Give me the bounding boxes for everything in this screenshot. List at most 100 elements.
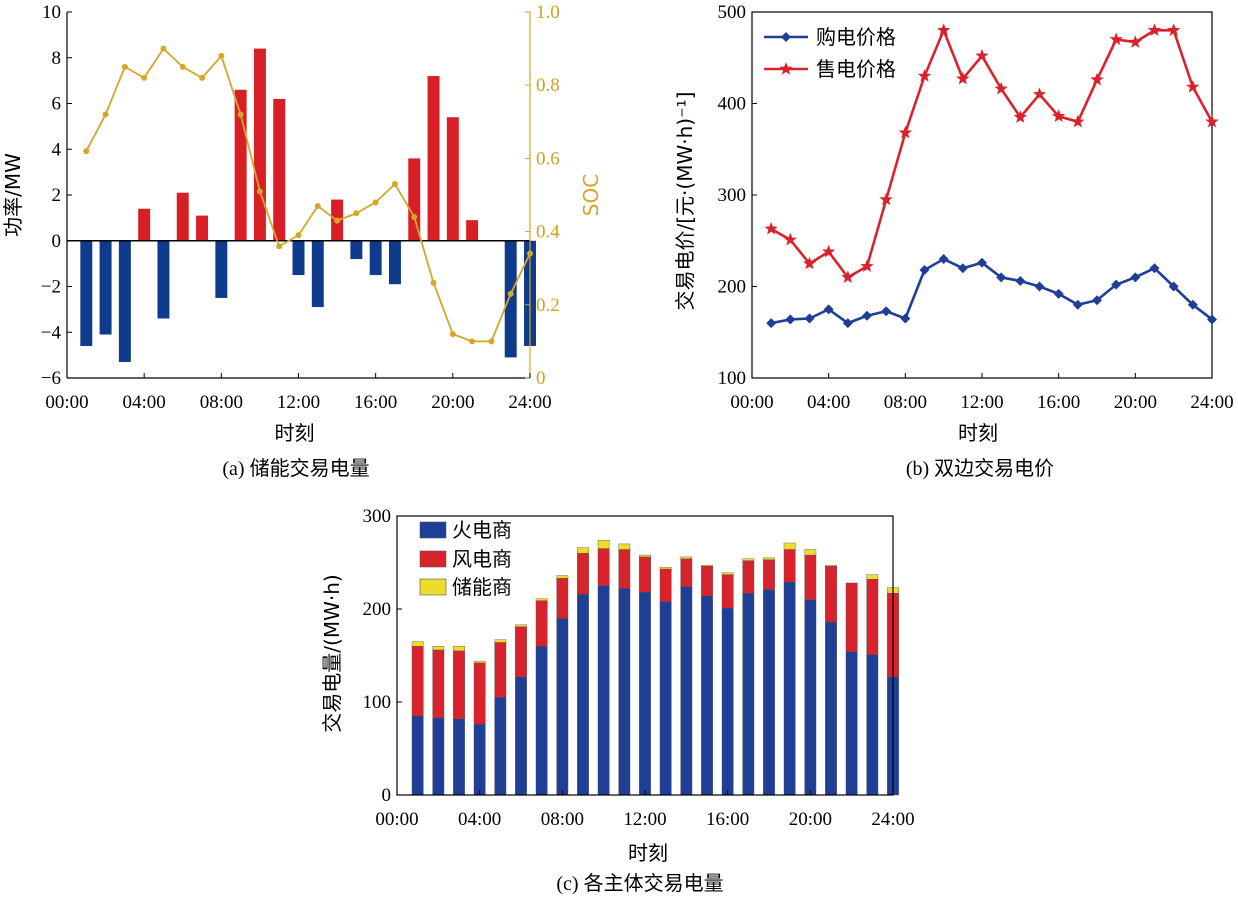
soc-point <box>353 210 360 217</box>
soc-point <box>391 181 398 188</box>
sell-price-point <box>783 232 797 246</box>
sell-price-point <box>975 48 989 62</box>
soc-point <box>160 45 167 52</box>
buy-price-point <box>823 304 834 315</box>
x-tick-label: 04:00 <box>807 392 850 413</box>
buy-price-point <box>1034 281 1045 292</box>
y2-tick-label: 0.4 <box>536 222 560 243</box>
x-tick-label: 24:00 <box>508 392 551 413</box>
chart-caption: (b) 双边交易电价 <box>906 457 1054 480</box>
buy-price-point <box>1111 279 1122 290</box>
legend-label: 储能商 <box>452 575 512 599</box>
storage-bar-segment <box>473 660 486 664</box>
sell-price-point <box>822 244 836 258</box>
chart-b-bilateral-prices: 100 200 300 400 500 00:00 04:00 08:00 12:00 16:00… <box>673 2 1234 480</box>
wind-bar-segment <box>618 549 631 589</box>
soc-point <box>334 217 341 224</box>
wind-bar-segment <box>453 650 465 719</box>
soc-point <box>449 331 456 338</box>
sell-price-point <box>1147 23 1162 36</box>
thermal-bar-segment <box>556 618 569 796</box>
y-tick-label: 8 <box>52 48 62 69</box>
x-axis-label: 时刻 <box>628 841 668 865</box>
legend-label: 购电价格 <box>816 25 896 49</box>
buy-price-point <box>842 318 853 329</box>
buy-price-point <box>1053 288 1064 299</box>
storage-bar-segment <box>659 566 672 570</box>
discharge-bar <box>292 240 305 276</box>
buy-price-point <box>1187 299 1198 310</box>
sell-price-point <box>1071 114 1085 128</box>
thermal-bar-segment <box>411 715 424 796</box>
wind-bar-segment <box>659 568 672 602</box>
sell-price-point <box>802 256 817 270</box>
storage-bar-segment <box>618 543 631 550</box>
legend-label: 售电价格 <box>816 57 896 81</box>
wind-bar-segment <box>577 553 589 595</box>
wind-bar-segment <box>535 600 548 647</box>
thermal-bar-segment <box>866 654 879 796</box>
y-tick-label: 10 <box>42 2 61 23</box>
thermal-bar-segment <box>639 592 651 796</box>
soc-point <box>295 232 302 239</box>
discharge-bar <box>369 240 382 276</box>
x-tick-label: 04:00 <box>123 392 166 413</box>
y-tick-label: 0 <box>52 231 62 252</box>
buy-price-point <box>900 313 911 324</box>
sell-price-point <box>841 270 855 283</box>
storage-bar-segment <box>763 557 775 560</box>
y-tick-label: 0 <box>382 785 392 806</box>
soc-point <box>237 111 244 118</box>
chart-c-entity-energy: 0 100 200 300 00:00 04:00 08:00 12:00 16:00 20:00… <box>320 506 915 895</box>
sell-price-point <box>860 259 874 272</box>
wind-bar-segment <box>825 566 837 623</box>
y-axis-label: 交易电量/(MW·h) <box>320 574 344 732</box>
storage-bar-segment <box>721 572 734 575</box>
soc-point <box>83 148 90 155</box>
thermal-bar-segment <box>783 581 796 796</box>
wind-bar-segment <box>597 548 610 586</box>
discharge-bar <box>80 240 93 346</box>
discharge-bar <box>215 240 228 298</box>
sell-price-point <box>1128 35 1142 48</box>
thermal-bar-segment <box>453 718 465 796</box>
soc-point <box>488 338 495 345</box>
storage-bar-segment <box>866 574 879 580</box>
x-tick-label: 00:00 <box>730 392 773 413</box>
buy-price-point <box>957 263 968 274</box>
soc-point <box>199 74 206 81</box>
legend-marker <box>781 32 791 42</box>
charge-bar <box>176 192 189 241</box>
soc-point <box>276 243 283 250</box>
y2-tick-label: 0 <box>536 368 546 389</box>
buy-price-point <box>1168 281 1179 292</box>
y2-axis-label: SOC <box>579 174 603 216</box>
soc-point <box>372 199 379 206</box>
soc-point <box>179 63 186 70</box>
y-tick-label: 6 <box>52 94 62 115</box>
x-tick-label: 12:00 <box>623 809 666 830</box>
x-tick-label: 16:00 <box>354 392 397 413</box>
buy-price-point <box>1207 314 1217 325</box>
y-axis-label: 交易电价/[元·(MW·h)⁻¹] <box>673 92 697 311</box>
thermal-bar-segment <box>535 646 548 796</box>
wind-bar-segment <box>742 560 755 594</box>
thermal-bar-segment <box>597 585 610 796</box>
y2-tick-label: 1.0 <box>536 2 560 23</box>
sell-price-point <box>1205 114 1219 128</box>
wind-bar-segment <box>432 649 445 719</box>
y-tick-label: −4 <box>41 322 62 343</box>
buy-price-point <box>977 257 987 268</box>
x-tick-label: 12:00 <box>277 392 320 413</box>
discharge-bar <box>157 240 170 319</box>
buy-price-point <box>881 306 892 317</box>
chart-a-storage-power: −6 −4 −2 0 2 4 6 8 10 0 0.2 0.4 0.6 0.8 1.0 00:00 04:00 0… <box>1 2 603 480</box>
wind-bar-segment <box>494 642 507 698</box>
sell-price-point <box>1167 23 1181 36</box>
x-axis-label: 时刻 <box>958 421 998 445</box>
buy-price-point <box>862 310 872 321</box>
buy-price-point <box>938 254 949 265</box>
wind-bar-segment <box>783 549 796 583</box>
buy-price-point <box>1072 299 1083 310</box>
